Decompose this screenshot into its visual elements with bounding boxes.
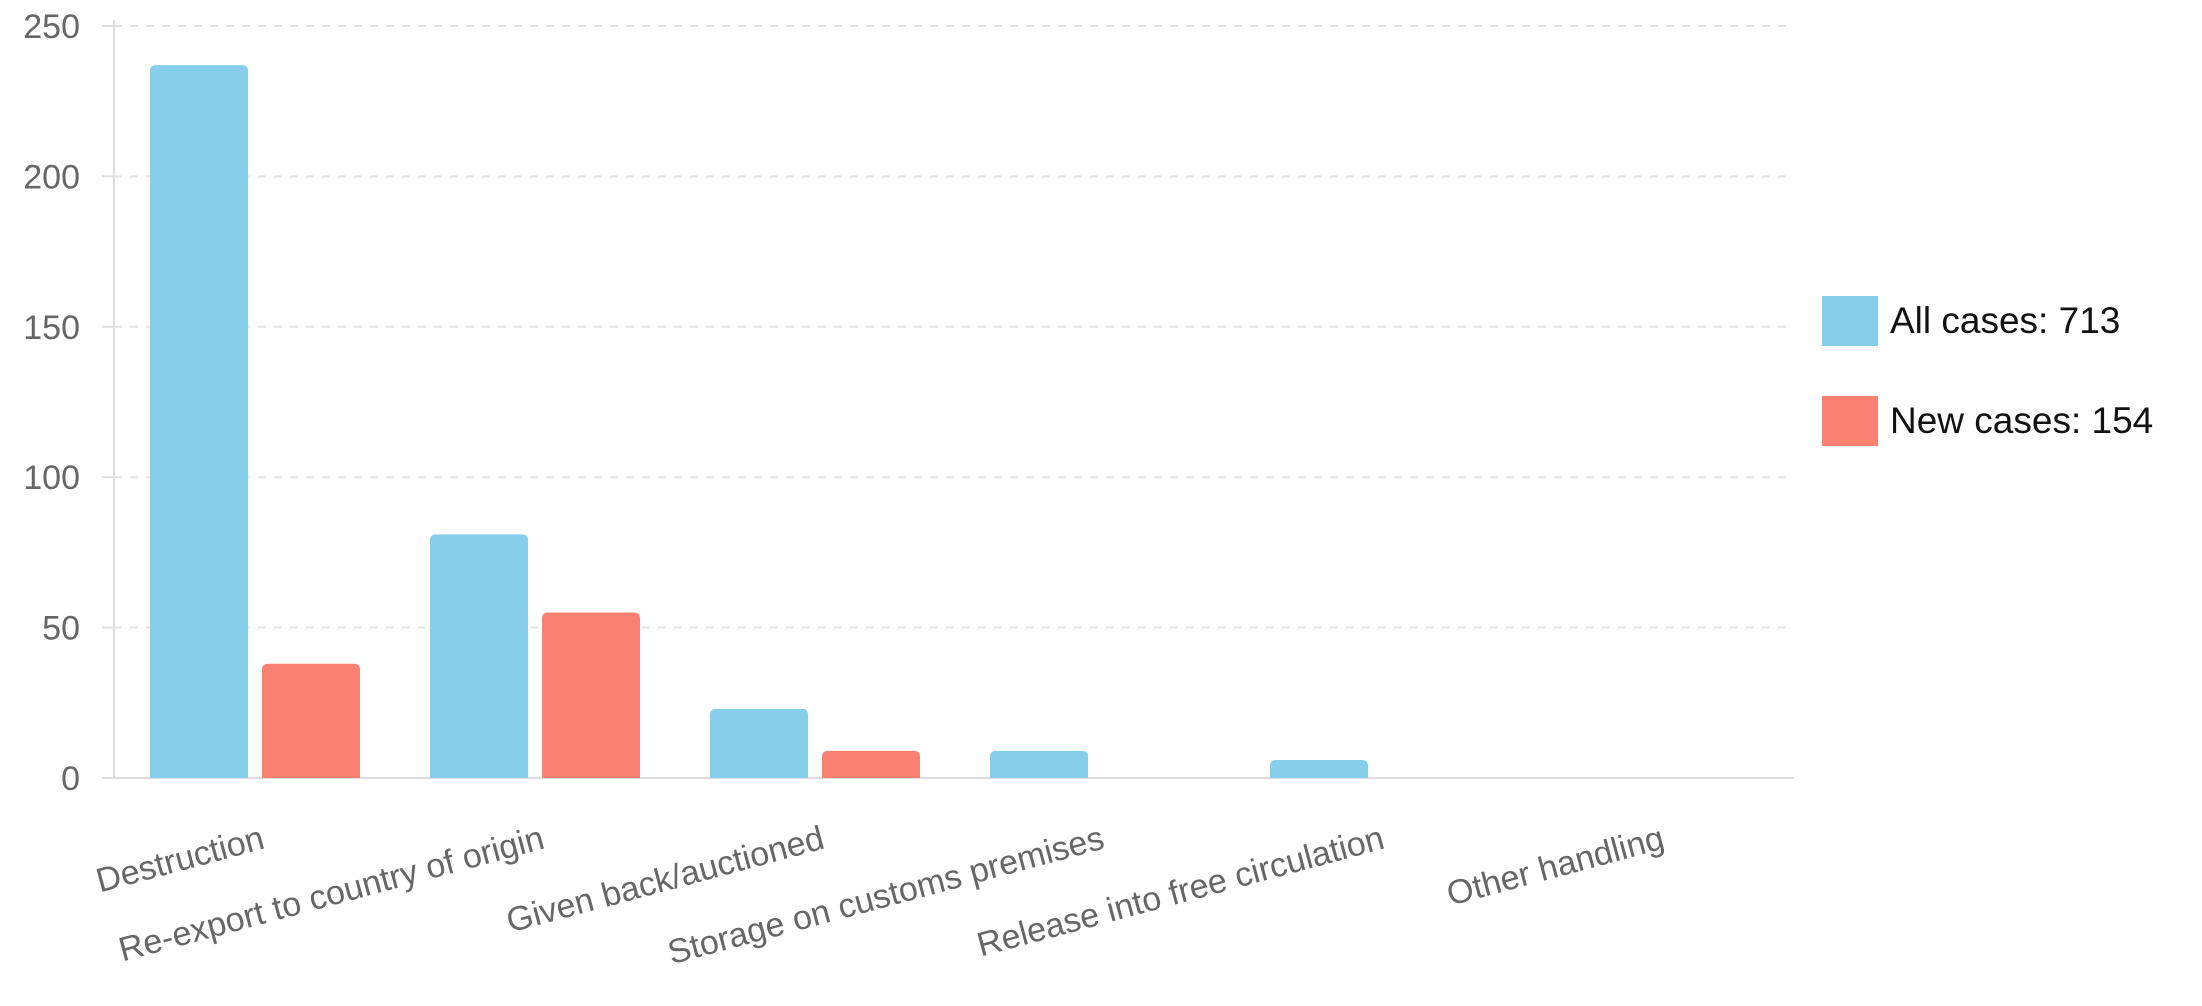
y-tick-label: 250: [23, 8, 80, 46]
legend-item-all-cases[interactable]: All cases: 713: [1822, 296, 2153, 346]
legend-item-new-cases[interactable]: New cases: 154: [1822, 396, 2153, 446]
x-category-label: Destruction: [92, 819, 268, 900]
bar-new-cases-2[interactable]: [822, 750, 920, 778]
bars: [150, 65, 1368, 778]
y-tick-label: 50: [42, 610, 80, 648]
bar-all-cases-0[interactable]: [150, 65, 248, 778]
axes: [102, 20, 1794, 779]
bar-all-cases-3[interactable]: [990, 750, 1088, 778]
y-tick-label: 200: [23, 158, 80, 196]
gridlines: [114, 25, 1794, 629]
legend-swatch-all-cases: [1822, 296, 1878, 346]
y-axis-ticks: 0 50 100 150 200 250: [23, 8, 80, 798]
bar-new-cases-0[interactable]: [262, 663, 360, 778]
legend-label-new-cases: New cases: 154: [1890, 400, 2154, 441]
bar-all-cases-1[interactable]: [430, 534, 528, 778]
y-tick-label: 100: [23, 459, 80, 497]
x-category-label: Other handling: [1443, 819, 1668, 913]
y-tick-label: 150: [23, 309, 80, 347]
legend: All cases: 713 New cases: 154: [1822, 296, 2153, 496]
legend-swatch-new-cases: [1822, 396, 1878, 446]
bar-all-cases-2[interactable]: [710, 708, 808, 778]
legend-label-all-cases: All cases: 713: [1890, 300, 2121, 341]
bar-new-cases-1[interactable]: [542, 612, 640, 778]
bar-all-cases-4[interactable]: [1270, 759, 1368, 778]
y-tick-label: 0: [61, 760, 80, 798]
